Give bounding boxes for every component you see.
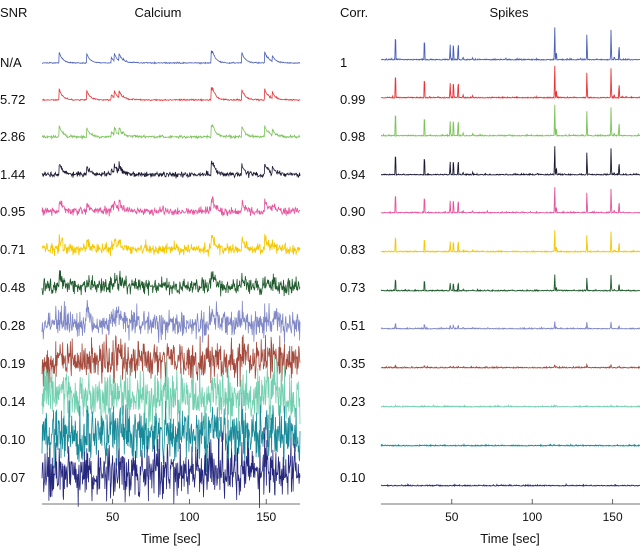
calcium-title: Calcium (135, 5, 182, 20)
corr-label: 0.23 (340, 394, 365, 409)
snr-label: 0.07 (0, 470, 25, 485)
spike-trace (380, 65, 640, 100)
spikes-xlabel: Time [sec] (480, 531, 539, 546)
calcium-trace (41, 160, 301, 179)
spike-trace (380, 321, 640, 330)
calcium-trace (41, 86, 301, 102)
calcium-row-header: SNR (0, 5, 27, 20)
corr-label: 0.10 (340, 470, 365, 485)
snr-label: 0.48 (0, 280, 25, 295)
spike-trace (380, 482, 640, 488)
snr-label: 0.95 (0, 204, 25, 219)
calcium-trace (41, 269, 301, 297)
spike-trace (380, 274, 640, 293)
spike-trace (381, 403, 640, 409)
calcium-trace (41, 123, 301, 141)
x-tick-label: 50 (106, 510, 120, 524)
spike-trace (380, 362, 640, 370)
x-tick-label: 100 (179, 510, 199, 524)
corr-label: 0.94 (340, 167, 365, 182)
spike-trace (380, 230, 640, 254)
calcium-trace (41, 427, 301, 509)
calcium-trace (41, 196, 301, 217)
x-tick-label: 150 (256, 510, 276, 524)
snr-label: 0.14 (0, 394, 25, 409)
spikes-title: Spikes (489, 5, 529, 20)
spike-trace (380, 27, 640, 62)
calcium-trace (41, 357, 301, 448)
calcium-xlabel: Time [sec] (141, 531, 200, 546)
corr-label: 1 (340, 55, 347, 70)
calcium-trace (41, 50, 301, 65)
corr-label: 0.90 (340, 204, 365, 219)
calcium-trace (41, 234, 301, 257)
x-tick-label: 150 (603, 510, 623, 524)
spike-trace (380, 442, 640, 448)
snr-label: 0.28 (0, 318, 25, 333)
snr-label: 5.72 (0, 92, 25, 107)
snr-label: 0.19 (0, 356, 25, 371)
snr-label: 1.44 (0, 167, 25, 182)
calcium-trace (41, 299, 301, 344)
snr-label: N/A (0, 55, 22, 70)
calcium-trace (41, 334, 301, 391)
corr-label: 0.51 (340, 318, 365, 333)
corr-label: 0.98 (340, 129, 365, 144)
corr-label: 0.99 (340, 92, 365, 107)
snr-label: 0.10 (0, 432, 25, 447)
corr-label: 0.83 (340, 242, 365, 257)
x-tick-label: 100 (522, 510, 542, 524)
spike-trace (381, 104, 640, 138)
x-tick-label: 50 (445, 510, 459, 524)
spikes-row-header: Corr. (340, 5, 368, 20)
corr-label: 0.35 (340, 356, 365, 371)
snr-label: 0.71 (0, 242, 25, 257)
snr-label: 2.86 (0, 129, 25, 144)
calcium-trace (41, 392, 301, 473)
corr-label: 0.13 (340, 432, 365, 447)
spike-trace (380, 187, 640, 215)
spike-trace (380, 146, 640, 177)
corr-label: 0.73 (340, 280, 365, 295)
